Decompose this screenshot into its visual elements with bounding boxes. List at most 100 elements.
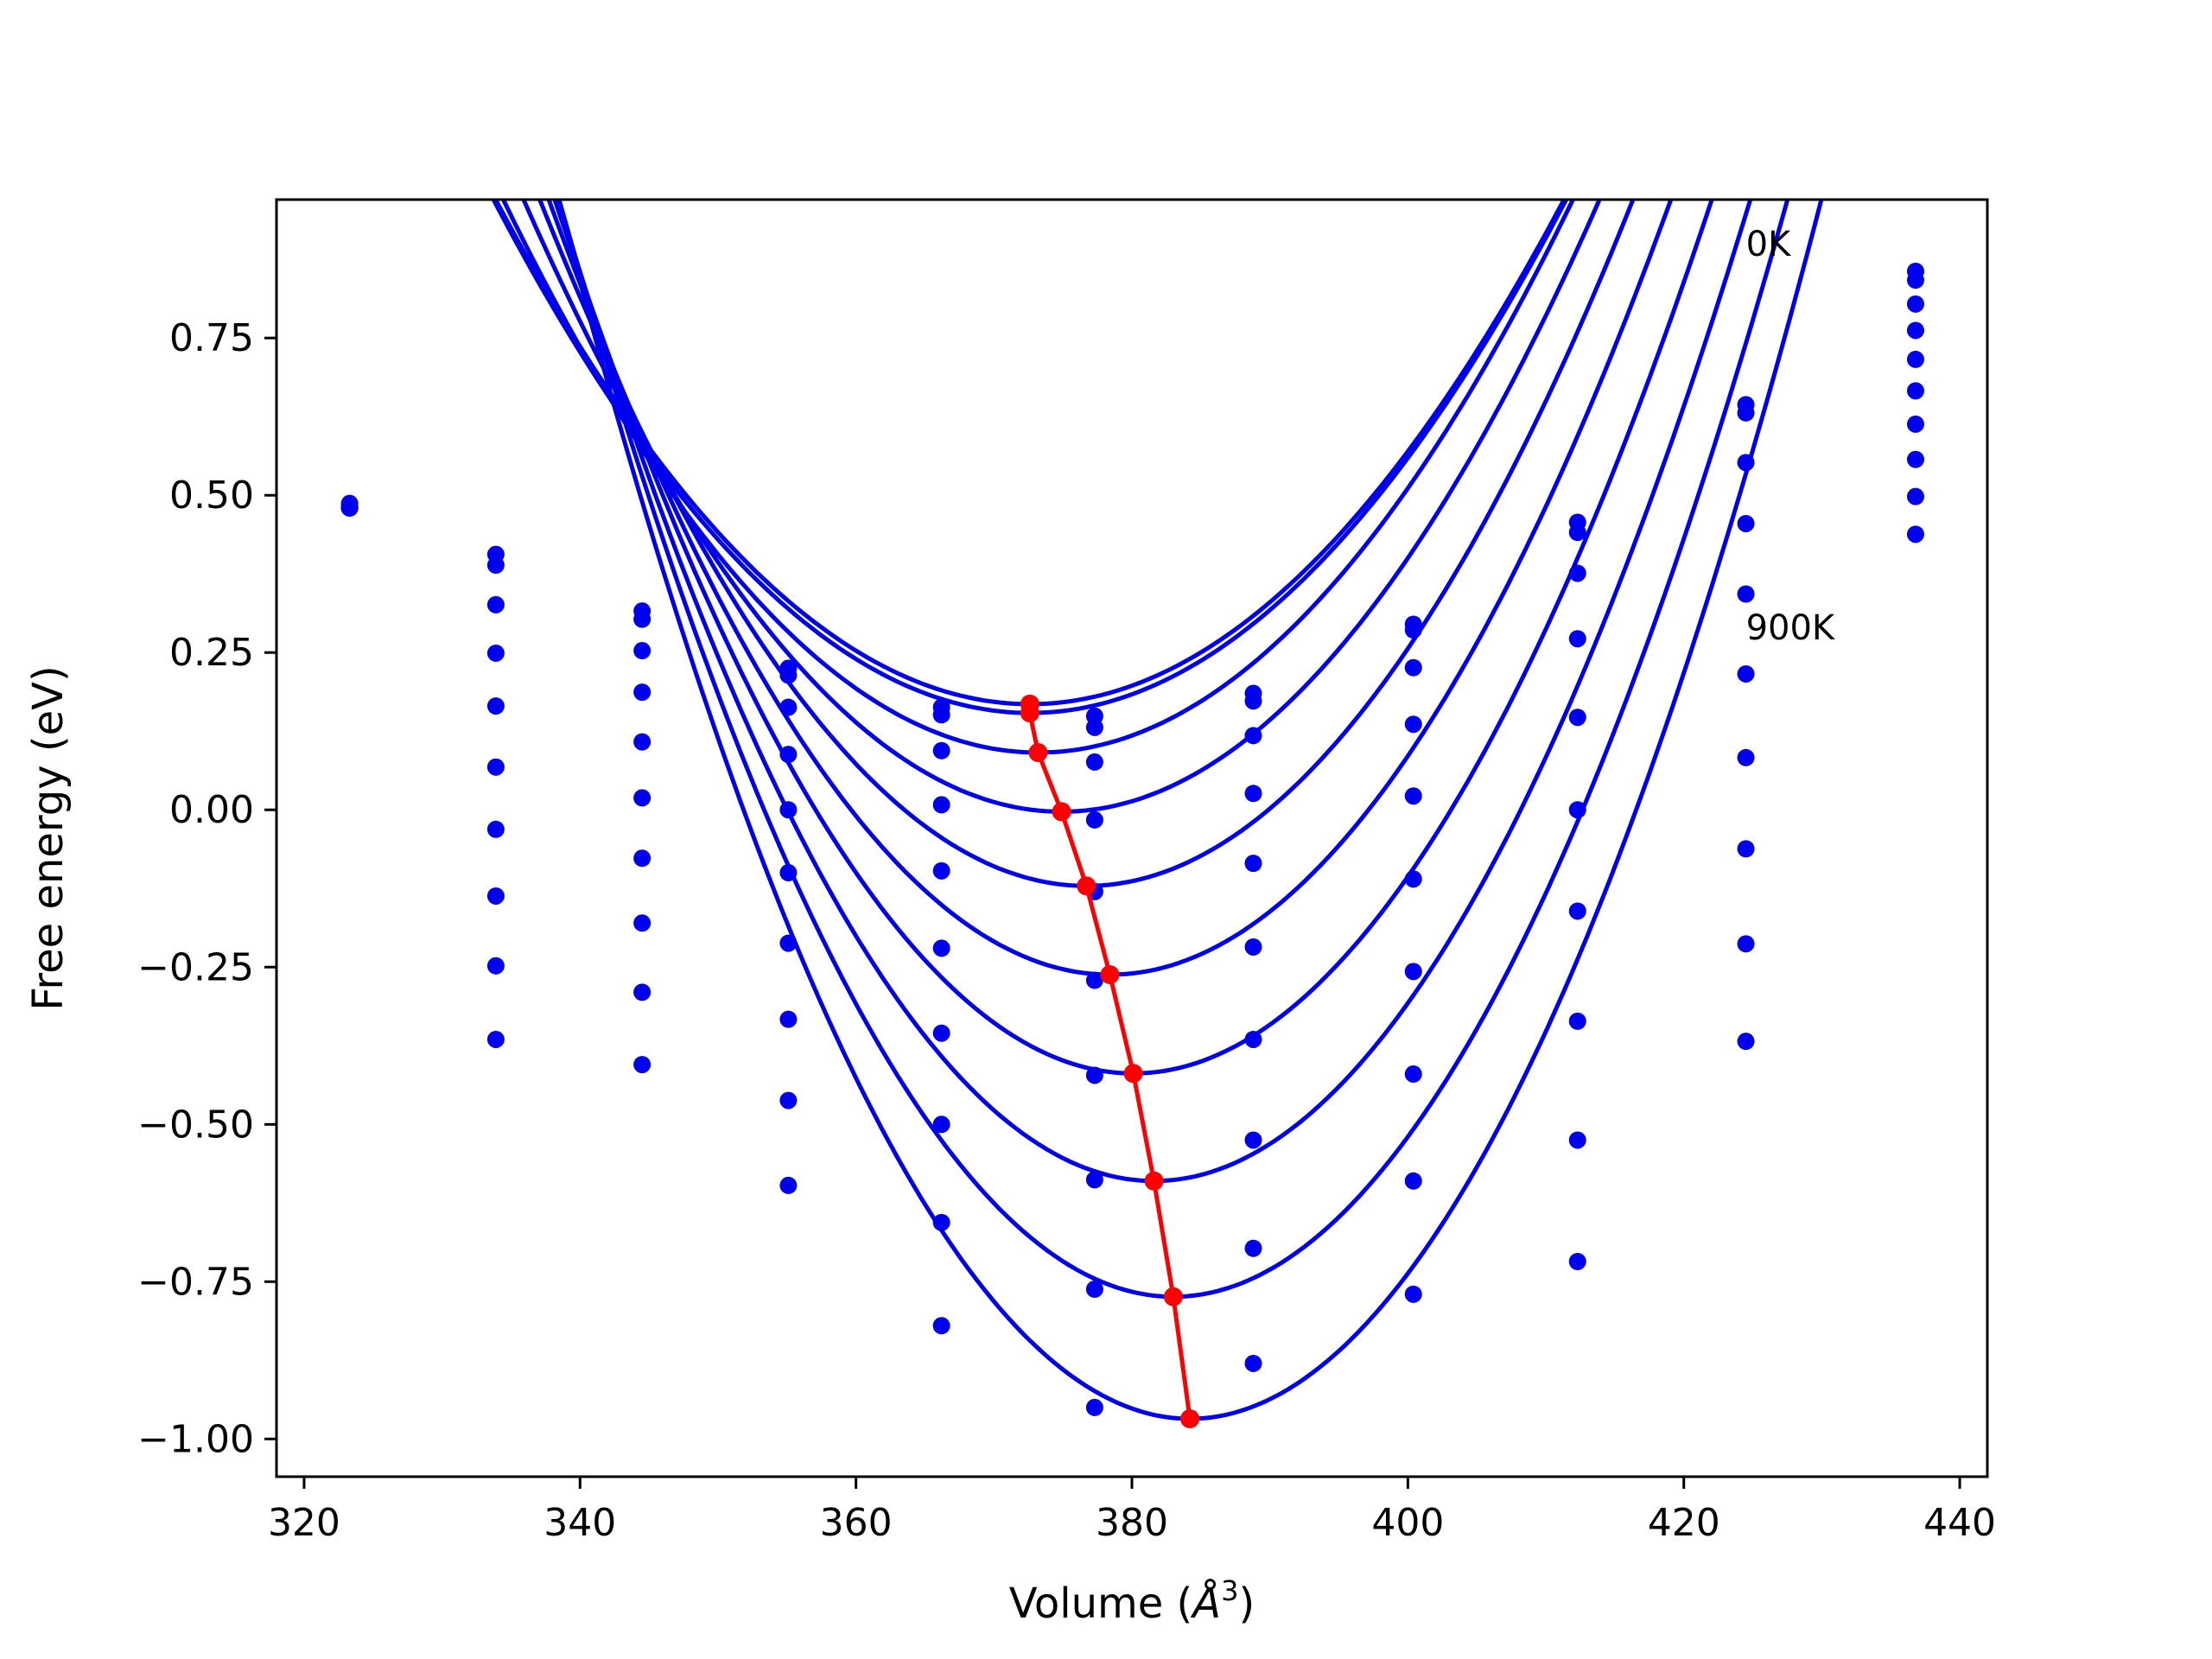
data-point xyxy=(486,820,505,838)
x-tick-label: 340 xyxy=(543,1501,616,1545)
data-point xyxy=(1906,487,1924,505)
data-point xyxy=(1244,1030,1262,1048)
data-point xyxy=(1404,787,1422,805)
data-point xyxy=(633,642,652,660)
data-point xyxy=(1906,350,1924,368)
data-point xyxy=(1404,1285,1422,1303)
data-point xyxy=(1568,524,1586,542)
minimum-point xyxy=(1123,1064,1143,1084)
y-tick-label: −0.75 xyxy=(137,1260,254,1304)
minimum-point xyxy=(1180,1409,1200,1429)
x-tick-label: 360 xyxy=(820,1501,893,1545)
fit-curve-10 xyxy=(556,200,1824,1421)
x-axis-ticks: 320 340 360 380 400 420 440 xyxy=(268,1477,1996,1545)
data-point xyxy=(1737,585,1755,603)
y-tick-label: 0.25 xyxy=(169,631,254,675)
data-point xyxy=(1737,514,1755,532)
y-tick-label: −1.00 xyxy=(137,1417,254,1461)
minimum-point xyxy=(1020,703,1039,723)
fit-curve-8 xyxy=(555,200,1753,1184)
data-point xyxy=(486,556,505,575)
data-point xyxy=(1906,415,1924,433)
data-point xyxy=(1404,963,1422,981)
data-point xyxy=(1244,1239,1262,1257)
data-point xyxy=(1568,1131,1586,1149)
x-tick-label: 440 xyxy=(1923,1501,1996,1545)
y-tick-label: 0.00 xyxy=(169,788,254,832)
data-point xyxy=(1568,902,1586,920)
data-point xyxy=(932,861,950,880)
data-point xyxy=(1737,935,1755,953)
data-point xyxy=(486,697,505,715)
data-point xyxy=(1737,664,1755,683)
data-point xyxy=(486,595,505,613)
x-tick-label: 400 xyxy=(1371,1501,1444,1545)
minimum-point xyxy=(1144,1171,1164,1191)
data-point xyxy=(1906,271,1924,289)
minimum-point xyxy=(1052,802,1071,822)
data-point xyxy=(1906,295,1924,313)
minimum-energy-line xyxy=(1027,703,1192,1420)
x-axis-label-unit: Å xyxy=(1190,1579,1221,1628)
data-point xyxy=(1906,321,1924,340)
fit-curve-9 xyxy=(556,200,1790,1300)
data-point xyxy=(486,1030,505,1048)
data-point xyxy=(340,499,359,517)
data-point xyxy=(1244,1354,1262,1372)
data-point xyxy=(1404,658,1422,677)
data-point xyxy=(1244,785,1262,803)
data-point xyxy=(1244,1131,1262,1149)
data-point xyxy=(1085,753,1103,771)
temperature-annotation: 0K xyxy=(1746,225,1792,264)
data-point xyxy=(1568,630,1586,648)
data-point xyxy=(1906,450,1924,468)
data-point xyxy=(633,914,652,932)
data-point xyxy=(1737,840,1755,858)
data-point xyxy=(932,1024,950,1042)
temperature-annotation: 900K xyxy=(1746,608,1836,648)
x-axis-label-close: ) xyxy=(1238,1580,1255,1628)
minimum-point xyxy=(1100,964,1120,984)
data-point xyxy=(633,1056,652,1074)
y-tick-label: −0.25 xyxy=(137,945,254,989)
x-axis-label-exponent: 3 xyxy=(1221,1574,1238,1607)
y-axis-ticks: −1.00 −0.75 −0.50 −0.25 0.00 0.25 0.50 0.75 xyxy=(137,316,276,1461)
data-point xyxy=(633,683,652,702)
data-point xyxy=(932,796,950,814)
data-point xyxy=(1085,971,1103,989)
data-point xyxy=(932,741,950,760)
data-point xyxy=(1244,692,1262,710)
data-point xyxy=(633,789,652,807)
data-point xyxy=(486,758,505,776)
annotations: 0K 900K xyxy=(1746,225,1836,648)
data-point xyxy=(486,957,505,975)
data-point xyxy=(1244,938,1262,956)
data-point xyxy=(1737,404,1755,422)
data-point xyxy=(1085,1066,1103,1084)
data-point xyxy=(932,1116,950,1134)
data-point xyxy=(1404,1065,1422,1084)
data-point xyxy=(633,849,652,868)
data-point xyxy=(486,644,505,662)
data-point xyxy=(1906,525,1924,543)
data-point xyxy=(932,706,950,724)
data-point xyxy=(779,1091,798,1109)
plot-area xyxy=(340,200,1924,1429)
data-point xyxy=(633,610,652,628)
data-point xyxy=(1085,1171,1103,1189)
data-point xyxy=(932,1317,950,1335)
data-point xyxy=(1568,1012,1586,1030)
y-tick-label: −0.50 xyxy=(137,1103,254,1147)
y-tick-label: 0.50 xyxy=(169,474,254,518)
data-point xyxy=(1085,718,1103,736)
x-tick-label: 380 xyxy=(1096,1501,1168,1545)
x-axis-label: Volume (Å3) xyxy=(1009,1574,1255,1628)
data-point xyxy=(1737,1033,1755,1051)
data-point xyxy=(779,1176,798,1194)
data-point xyxy=(1244,855,1262,873)
data-point xyxy=(932,939,950,957)
x-axis-label-text: Volume ( xyxy=(1009,1580,1193,1628)
data-point xyxy=(486,887,505,905)
